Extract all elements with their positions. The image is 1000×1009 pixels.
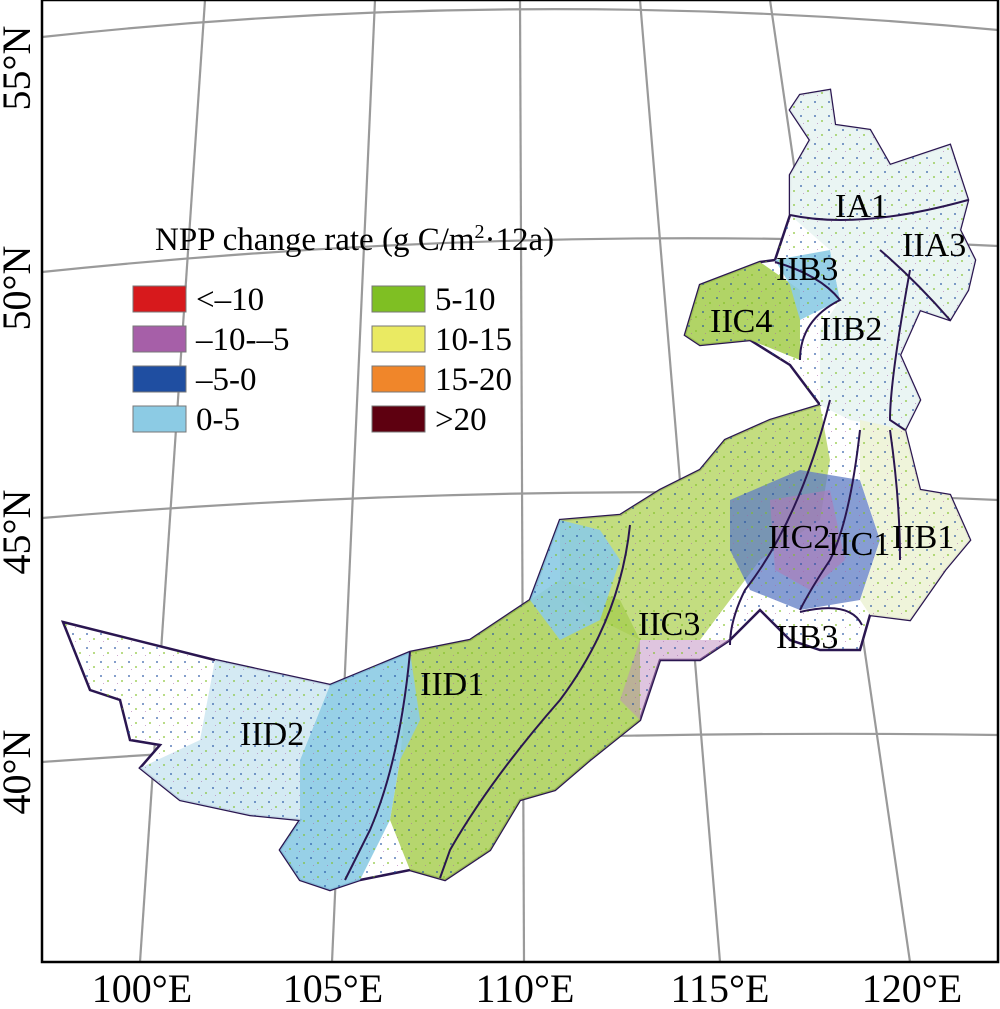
legend-swatch [132, 365, 187, 393]
region-label-iic3: IIC3 [638, 606, 700, 643]
legend-label: 15-20 [435, 362, 512, 398]
lat-label-55: 55°N [0, 26, 39, 111]
legend-title: NPP change rate (g C/m2·12a) [155, 221, 554, 258]
lat-label-45: 45°N [0, 490, 39, 575]
legend-swatch [132, 405, 187, 433]
region-label-iib3-south: IIB3 [776, 619, 838, 656]
legend-label: –10-–5 [195, 322, 290, 358]
map-frame [40, 0, 1000, 964]
region-label-iid2: IID2 [240, 716, 304, 753]
zone-boundaries [344, 199, 969, 881]
legend-label: 0-5 [196, 402, 240, 438]
legend: NPP change rate (g C/m2·12a) <–10 –10-–5 –… [132, 221, 554, 438]
legend-swatch [371, 325, 426, 353]
legend-label: 10-15 [435, 322, 512, 358]
lon-label-120: 120°E [862, 966, 962, 1009]
legend-swatch [132, 285, 187, 313]
legend-swatch [132, 325, 187, 353]
region-label-iib3-north: IIB3 [776, 251, 838, 288]
region-label-iib1: IIB1 [892, 519, 954, 556]
legend-label: –5-0 [195, 362, 257, 398]
region-label-iic2: IIC2 [768, 519, 830, 556]
lat-label-40: 40°N [0, 730, 39, 815]
legend-swatch [371, 405, 426, 433]
lon-label-110: 110°E [476, 966, 575, 1009]
legend-label: 5-10 [435, 282, 496, 318]
region-labels: IA1 IIA3 IIB3 IIC4 IIB2 IIC2 IIC1 IIB1 I… [240, 188, 966, 753]
lon-label-105: 105°E [283, 966, 383, 1009]
legend-swatch [371, 365, 426, 393]
region-label-iic4: IIC4 [710, 303, 772, 340]
region-label-iid1: IID1 [420, 666, 484, 703]
region-shape [60, 88, 977, 892]
legend-swatch [371, 285, 426, 313]
lon-label-115: 115°E [671, 966, 770, 1009]
legend-label: <–10 [196, 282, 264, 318]
region-label-iic1: IIC1 [828, 526, 890, 563]
region-label-ia1: IA1 [835, 188, 888, 225]
region-label-iib2: IIB2 [820, 311, 882, 348]
region-label-iia3: IIA3 [902, 227, 966, 264]
lon-label-100: 100°E [92, 966, 192, 1009]
legend-label: >20 [435, 402, 487, 438]
lat-label-50: 50°N [0, 246, 39, 331]
